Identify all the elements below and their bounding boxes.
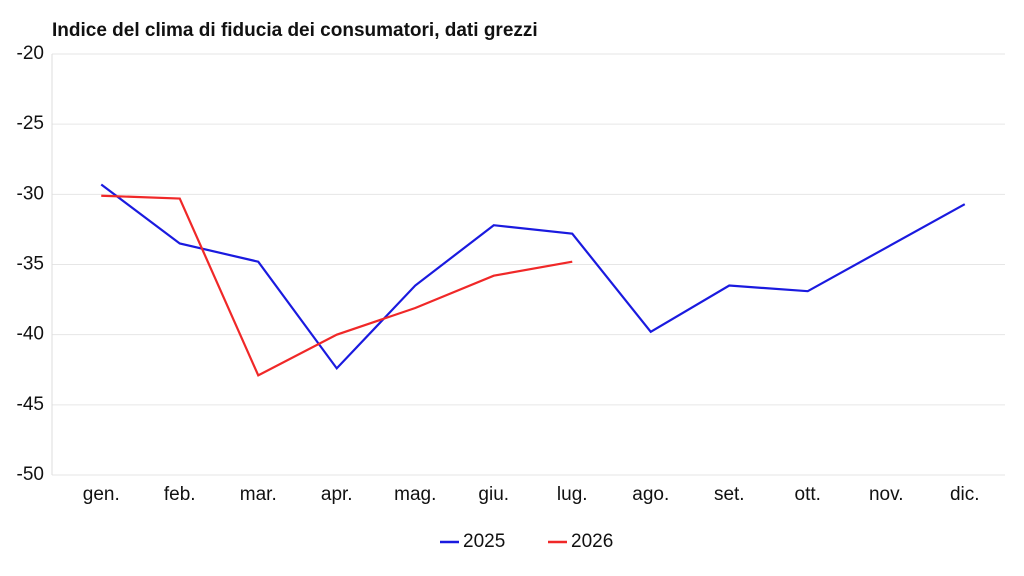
y-tick-label: -20 <box>17 43 44 64</box>
y-tick-label: -35 <box>17 254 44 275</box>
x-tick-label: giu. <box>478 484 509 505</box>
chart-title: Indice del clima di fiducia dei consumat… <box>52 20 538 41</box>
series-line <box>100 183 966 371</box>
x-tick-label: feb. <box>164 484 196 505</box>
y-tick-label: -25 <box>17 113 44 134</box>
x-tick-label: dic. <box>950 484 980 505</box>
x-tick-label: ott. <box>795 484 821 505</box>
series-line <box>101 194 573 377</box>
x-tick-label: mag. <box>394 484 436 505</box>
x-tick-label: mar. <box>240 484 277 505</box>
legend-label: 2026 <box>571 531 613 552</box>
legend-label: 2025 <box>463 531 505 552</box>
y-tick-label: -30 <box>17 183 44 204</box>
y-tick-label: -40 <box>17 324 44 345</box>
x-tick-label: apr. <box>321 484 353 505</box>
y-tick-label: -45 <box>17 394 44 415</box>
x-tick-label: gen. <box>83 484 120 505</box>
x-tick-label: set. <box>714 484 745 505</box>
x-tick-label: ago. <box>632 484 669 505</box>
y-tick-label: -50 <box>17 464 44 485</box>
x-tick-label: lug. <box>557 484 588 505</box>
x-tick-label: nov. <box>869 484 904 505</box>
